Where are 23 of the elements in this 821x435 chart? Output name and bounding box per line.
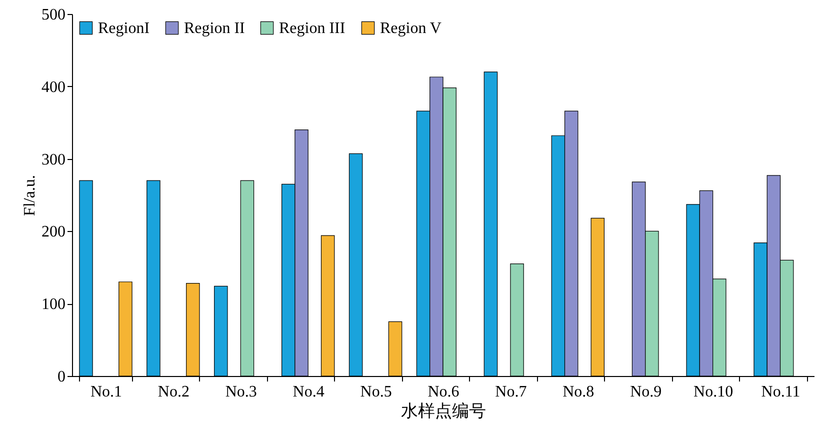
- x-tick-label: No.3: [225, 384, 257, 400]
- x-tick-label: No.2: [158, 384, 190, 400]
- x-tick-label: No.11: [761, 384, 800, 400]
- x-tick-label: No.9: [630, 384, 662, 400]
- y-tick-label: 400: [42, 78, 66, 96]
- y-tick-label: 100: [42, 296, 66, 314]
- x-tick-label: No.4: [292, 384, 324, 400]
- x-tick-label: No.1: [90, 384, 122, 400]
- y-tick-label: 300: [42, 151, 66, 168]
- x-tick-label: No.5: [360, 384, 392, 400]
- x-tick-label: No.10: [694, 384, 734, 400]
- y-tick-label: 0: [58, 368, 66, 386]
- legend-label: RegionI: [98, 20, 150, 37]
- y-axis-title: Fl/a.u.: [22, 175, 38, 216]
- legend-label: Region III: [279, 20, 346, 37]
- x-tick-label: No.8: [562, 384, 594, 400]
- x-tick-label: No.7: [495, 384, 527, 400]
- y-tick-label: 500: [42, 6, 66, 24]
- legend-label: Region V: [380, 20, 442, 37]
- y-tick-label: 200: [42, 224, 66, 241]
- x-axis-title: 水样点编号: [401, 402, 486, 420]
- legend-label: Region II: [184, 20, 245, 37]
- x-tick-label: No.6: [428, 384, 460, 400]
